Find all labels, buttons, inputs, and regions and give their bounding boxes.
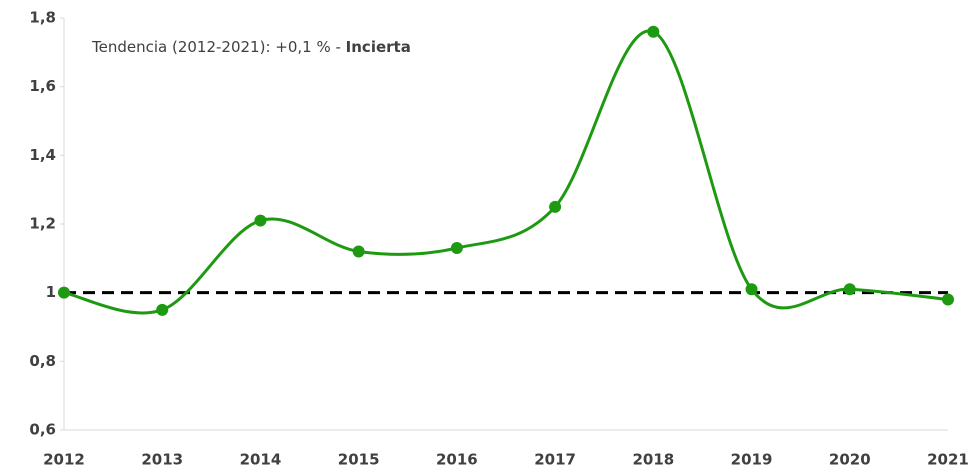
- x-tick-label: 2018: [632, 451, 674, 469]
- y-tick-label: 1,6: [29, 77, 56, 95]
- x-tick-label: 2020: [829, 451, 871, 469]
- x-tick-label: 2016: [436, 451, 478, 469]
- y-tick-label: 1,2: [29, 215, 56, 233]
- series-line: [63, 29, 949, 315]
- data-point: [745, 283, 758, 296]
- y-tick-label: 1: [46, 283, 56, 301]
- data-point: [647, 25, 660, 38]
- x-tick-label: 2019: [731, 451, 773, 469]
- data-point: [254, 214, 267, 227]
- data-point: [156, 303, 169, 316]
- y-tick-label: 0,6: [29, 421, 56, 439]
- y-tick-label: 0,8: [29, 352, 56, 370]
- data-point: [450, 242, 463, 255]
- x-tick-label: 2012: [43, 451, 85, 469]
- annotation-text: Tendencia (2012-2021): +0,1 % -: [91, 38, 346, 56]
- data-point: [58, 286, 70, 299]
- annotation: Tendencia (2012-2021): +0,1 % - Incierta: [91, 38, 411, 56]
- data-point: [942, 293, 954, 306]
- y-tick-label: 1,8: [29, 9, 56, 27]
- data-point: [549, 200, 562, 213]
- x-tick-label: 2017: [534, 451, 576, 469]
- data-point: [843, 283, 856, 296]
- data-point: [352, 245, 365, 258]
- y-tick-label: 1,4: [29, 146, 56, 164]
- x-tick-label: 2015: [338, 451, 380, 469]
- x-tick-label: 2014: [240, 451, 282, 469]
- x-tick-label: 2013: [141, 451, 183, 469]
- x-tick-label: 2021: [927, 451, 969, 469]
- annotation-bold: Incierta: [346, 38, 411, 56]
